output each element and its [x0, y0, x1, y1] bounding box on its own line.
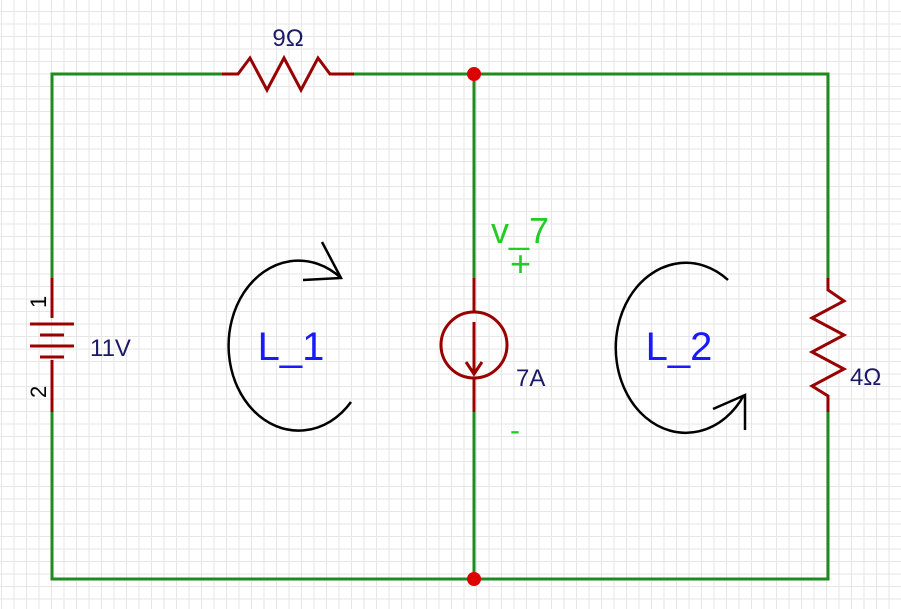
voltage-probe-minus: -: [510, 414, 520, 447]
current-direction-arrow-icon: [464, 322, 484, 377]
loop-2-arrow-icon: [614, 261, 746, 435]
junction-dot-bottom: [467, 572, 481, 586]
voltage-probe-name: v_7: [491, 210, 549, 251]
resistor-right-label: 4Ω: [850, 364, 881, 391]
battery-pin-2: 2: [26, 386, 51, 398]
voltage-probe-plus: +: [510, 243, 531, 284]
wires: [50, 72, 830, 581]
voltage-probe: v_7 + -: [491, 210, 549, 447]
current-source[interactable]: 7A: [439, 278, 545, 412]
resistor-top[interactable]: 9Ω: [222, 25, 354, 94]
battery-label: 11V: [90, 335, 131, 362]
loop-2-label: L_2: [646, 325, 713, 369]
current-source-label: 7A: [516, 365, 545, 392]
resistor-top-label: 9Ω: [272, 25, 303, 52]
loop-1: L_1: [227, 241, 353, 432]
battery[interactable]: 11V 1 2: [26, 278, 131, 412]
loop-2: L_2: [614, 261, 747, 435]
resistor-right[interactable]: 4Ω: [808, 278, 881, 412]
loop-1-label: L_1: [258, 325, 325, 369]
junction-dot-top: [467, 67, 481, 81]
loop-1-arrow-icon: [227, 259, 353, 432]
battery-pin-1: 1: [26, 296, 51, 308]
